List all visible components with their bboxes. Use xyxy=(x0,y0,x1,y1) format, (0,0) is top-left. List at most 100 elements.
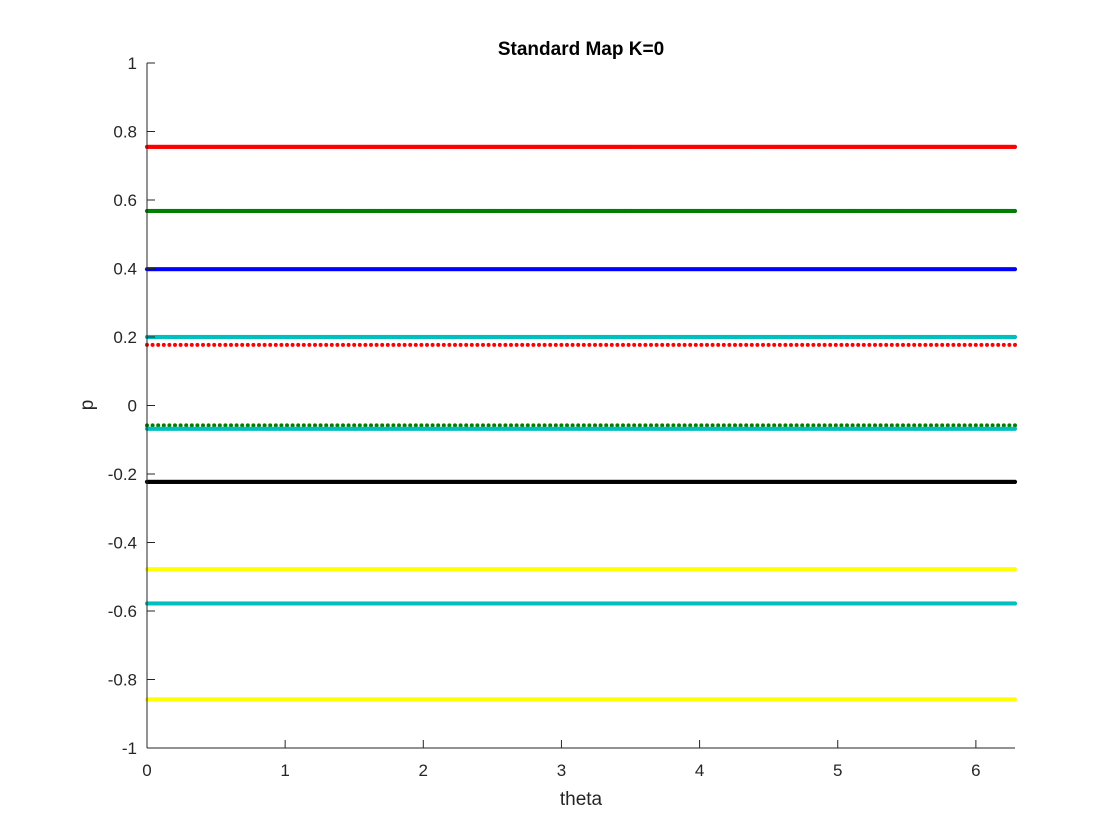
point xyxy=(156,342,161,347)
point xyxy=(727,423,732,428)
point xyxy=(273,423,278,428)
point xyxy=(509,423,513,428)
point xyxy=(301,342,306,347)
point xyxy=(206,423,211,428)
point xyxy=(733,342,737,347)
point xyxy=(413,423,418,428)
point xyxy=(1013,342,1017,347)
point xyxy=(553,423,558,428)
point xyxy=(688,342,693,347)
point xyxy=(363,342,368,347)
point xyxy=(481,423,485,428)
point xyxy=(402,423,407,428)
point xyxy=(654,423,659,428)
point xyxy=(772,342,777,347)
point xyxy=(856,342,861,347)
point xyxy=(329,342,334,347)
point xyxy=(609,342,614,347)
point xyxy=(621,342,625,347)
point xyxy=(1001,423,1006,428)
point xyxy=(279,423,284,428)
point xyxy=(828,342,833,347)
point xyxy=(335,423,340,428)
point xyxy=(514,423,519,428)
point xyxy=(615,342,620,347)
point xyxy=(464,423,469,428)
point xyxy=(845,342,849,347)
point xyxy=(783,342,788,347)
point xyxy=(509,342,513,347)
point xyxy=(912,423,917,428)
point xyxy=(570,342,575,347)
point xyxy=(598,342,603,347)
point xyxy=(363,423,368,428)
point xyxy=(800,423,805,428)
point xyxy=(408,342,413,347)
point xyxy=(357,342,362,347)
point xyxy=(1012,208,1018,214)
point xyxy=(514,342,519,347)
point xyxy=(329,423,334,428)
point xyxy=(257,342,261,347)
point xyxy=(789,342,793,347)
point xyxy=(520,423,525,428)
point xyxy=(632,423,637,428)
point xyxy=(985,423,989,428)
point xyxy=(761,342,765,347)
point xyxy=(453,423,457,428)
point xyxy=(150,423,155,428)
point xyxy=(324,342,329,347)
point xyxy=(593,423,597,428)
point xyxy=(402,342,407,347)
series-layer xyxy=(144,144,1018,702)
point xyxy=(1012,267,1018,272)
point xyxy=(195,342,200,347)
point xyxy=(492,342,497,347)
point xyxy=(817,423,821,428)
point xyxy=(996,423,1001,428)
point xyxy=(660,423,665,428)
point xyxy=(800,342,805,347)
series-2 xyxy=(144,267,1018,272)
point xyxy=(895,342,900,347)
point xyxy=(839,342,844,347)
point xyxy=(156,423,161,428)
point xyxy=(318,342,323,347)
point xyxy=(441,423,446,428)
point xyxy=(705,342,709,347)
point xyxy=(525,342,530,347)
point xyxy=(173,423,177,428)
point xyxy=(307,423,312,428)
point xyxy=(189,342,194,347)
point xyxy=(917,342,922,347)
point xyxy=(537,342,541,347)
point xyxy=(811,423,816,428)
series-5 xyxy=(145,423,1017,428)
point xyxy=(341,423,345,428)
point xyxy=(234,342,239,347)
point xyxy=(425,423,429,428)
point xyxy=(497,342,502,347)
point xyxy=(682,342,687,347)
point xyxy=(906,342,911,347)
point xyxy=(878,342,883,347)
point xyxy=(665,342,670,347)
point xyxy=(380,342,385,347)
point xyxy=(845,423,849,428)
point xyxy=(173,342,177,347)
point xyxy=(285,342,289,347)
point xyxy=(677,342,681,347)
point xyxy=(593,342,597,347)
point xyxy=(1012,334,1018,340)
series-8 xyxy=(144,567,1018,572)
point xyxy=(201,342,205,347)
point xyxy=(945,423,950,428)
point xyxy=(749,423,754,428)
point xyxy=(453,342,457,347)
point xyxy=(873,342,877,347)
point xyxy=(184,342,189,347)
point xyxy=(503,423,508,428)
point xyxy=(850,342,855,347)
point xyxy=(632,342,637,347)
point xyxy=(962,342,967,347)
